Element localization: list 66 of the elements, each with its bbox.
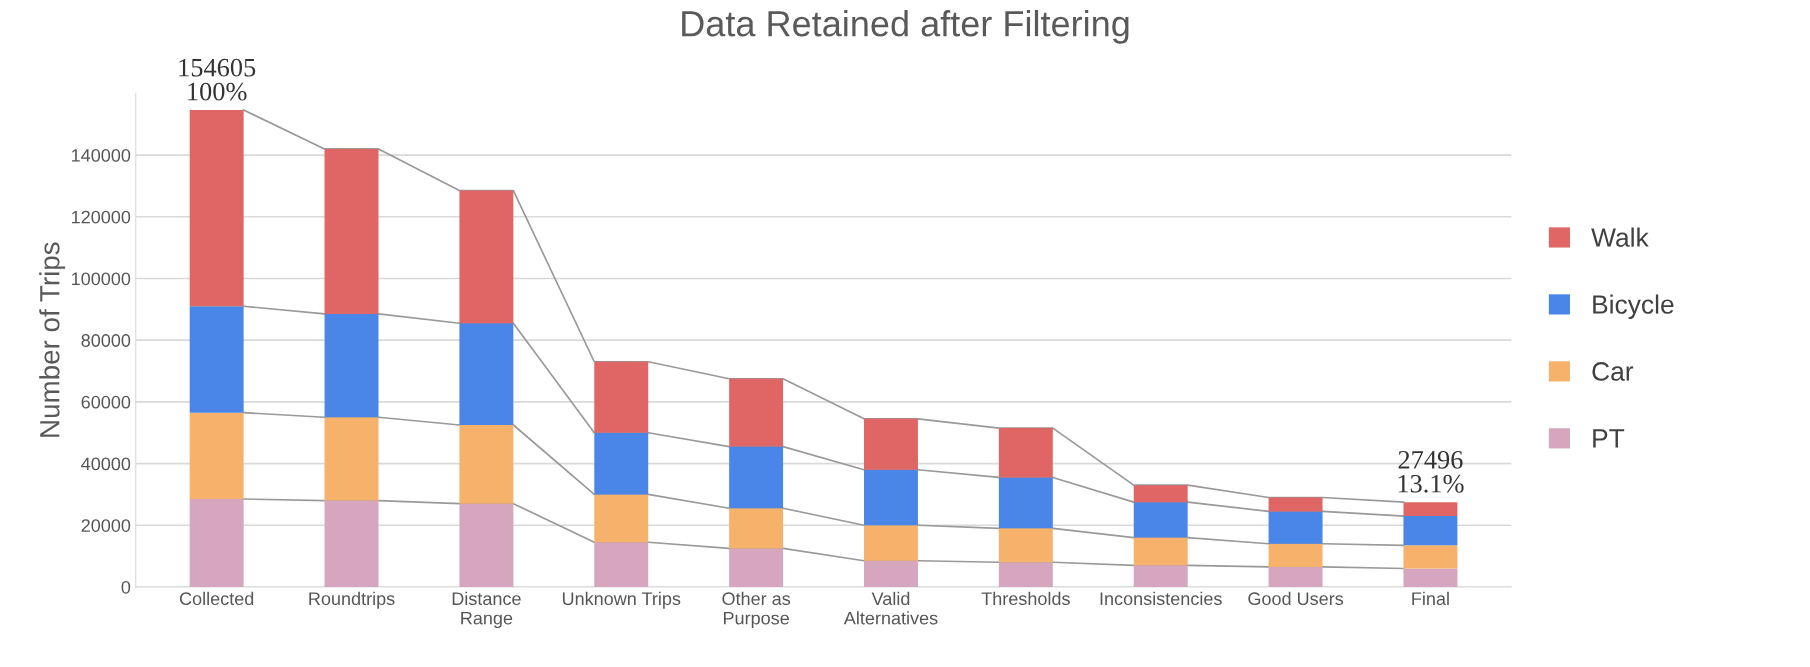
bar bbox=[189, 110, 244, 307]
x-tick-label: Unknown Trips bbox=[562, 591, 681, 609]
bar bbox=[864, 525, 918, 561]
bar bbox=[1268, 511, 1323, 544]
x-tick-label: Other as Purpose bbox=[722, 591, 791, 629]
bar bbox=[998, 562, 1053, 587]
legend-label: Bicycle bbox=[1593, 294, 1674, 320]
legend-label: Car bbox=[1592, 362, 1634, 381]
bar bbox=[998, 428, 1053, 478]
bar bbox=[459, 323, 514, 425]
bar bbox=[998, 528, 1053, 563]
x-tick-label: Valid Alternatives bbox=[843, 591, 938, 625]
y-tick-label: 140000 bbox=[72, 149, 131, 162]
bar bbox=[1133, 565, 1188, 587]
bar bbox=[1133, 502, 1188, 538]
bar bbox=[729, 548, 784, 587]
bar bbox=[189, 412, 244, 500]
y-tick-label: 0 bbox=[121, 580, 131, 594]
bar bbox=[594, 361, 649, 433]
bar bbox=[459, 190, 514, 324]
y-tick-label: 40000 bbox=[81, 457, 131, 471]
x-tick-label: Good Users bbox=[1248, 591, 1344, 606]
bar bbox=[1133, 485, 1188, 503]
bar bbox=[1268, 566, 1323, 587]
y-tick-label: 60000 bbox=[81, 395, 131, 409]
bar bbox=[1403, 502, 1458, 517]
bar bbox=[324, 313, 379, 418]
bar bbox=[594, 494, 649, 543]
bar bbox=[729, 446, 784, 509]
bar bbox=[594, 432, 649, 495]
x-tick-label: Roundtrips bbox=[309, 591, 395, 609]
bar bbox=[864, 560, 918, 587]
bar bbox=[1133, 537, 1188, 566]
bar bbox=[459, 503, 514, 587]
bar bbox=[189, 306, 244, 413]
bar bbox=[864, 418, 918, 470]
x-tick-label: Thresholds bbox=[981, 591, 1070, 606]
bar bbox=[729, 508, 784, 549]
bar bbox=[324, 500, 379, 587]
x-tick-label: Inconsistencies bbox=[1100, 591, 1222, 606]
x-tick-label: Final bbox=[1412, 591, 1449, 606]
bar bbox=[324, 148, 379, 314]
bar bbox=[1403, 545, 1458, 569]
bar bbox=[1268, 543, 1323, 567]
bar bbox=[998, 477, 1053, 529]
chart-title: Data Retained after Filtering bbox=[682, 10, 1129, 44]
annotation: 154605 100% bbox=[179, 58, 256, 101]
annotation: 27496 13.1% bbox=[1398, 450, 1464, 493]
bar bbox=[864, 469, 918, 526]
bar bbox=[459, 425, 514, 504]
bar bbox=[594, 542, 649, 587]
bar bbox=[324, 417, 379, 501]
y-tick-label: 80000 bbox=[81, 334, 131, 347]
y-tick-label: 100000 bbox=[72, 272, 131, 286]
bar bbox=[189, 499, 244, 587]
bar bbox=[1403, 516, 1458, 546]
legend-label: Walk bbox=[1591, 227, 1649, 247]
y-tick-label: 120000 bbox=[72, 210, 131, 224]
x-tick-label: Distance Range bbox=[452, 591, 521, 629]
legend-label: PT bbox=[1593, 429, 1625, 448]
x-tick-label: Collected bbox=[179, 591, 254, 606]
bar bbox=[729, 378, 784, 447]
bar bbox=[1268, 497, 1323, 512]
y-axis-title: Number of Trips bbox=[39, 242, 66, 437]
y-tick-label: 20000 bbox=[81, 519, 131, 532]
bar bbox=[1403, 568, 1458, 587]
